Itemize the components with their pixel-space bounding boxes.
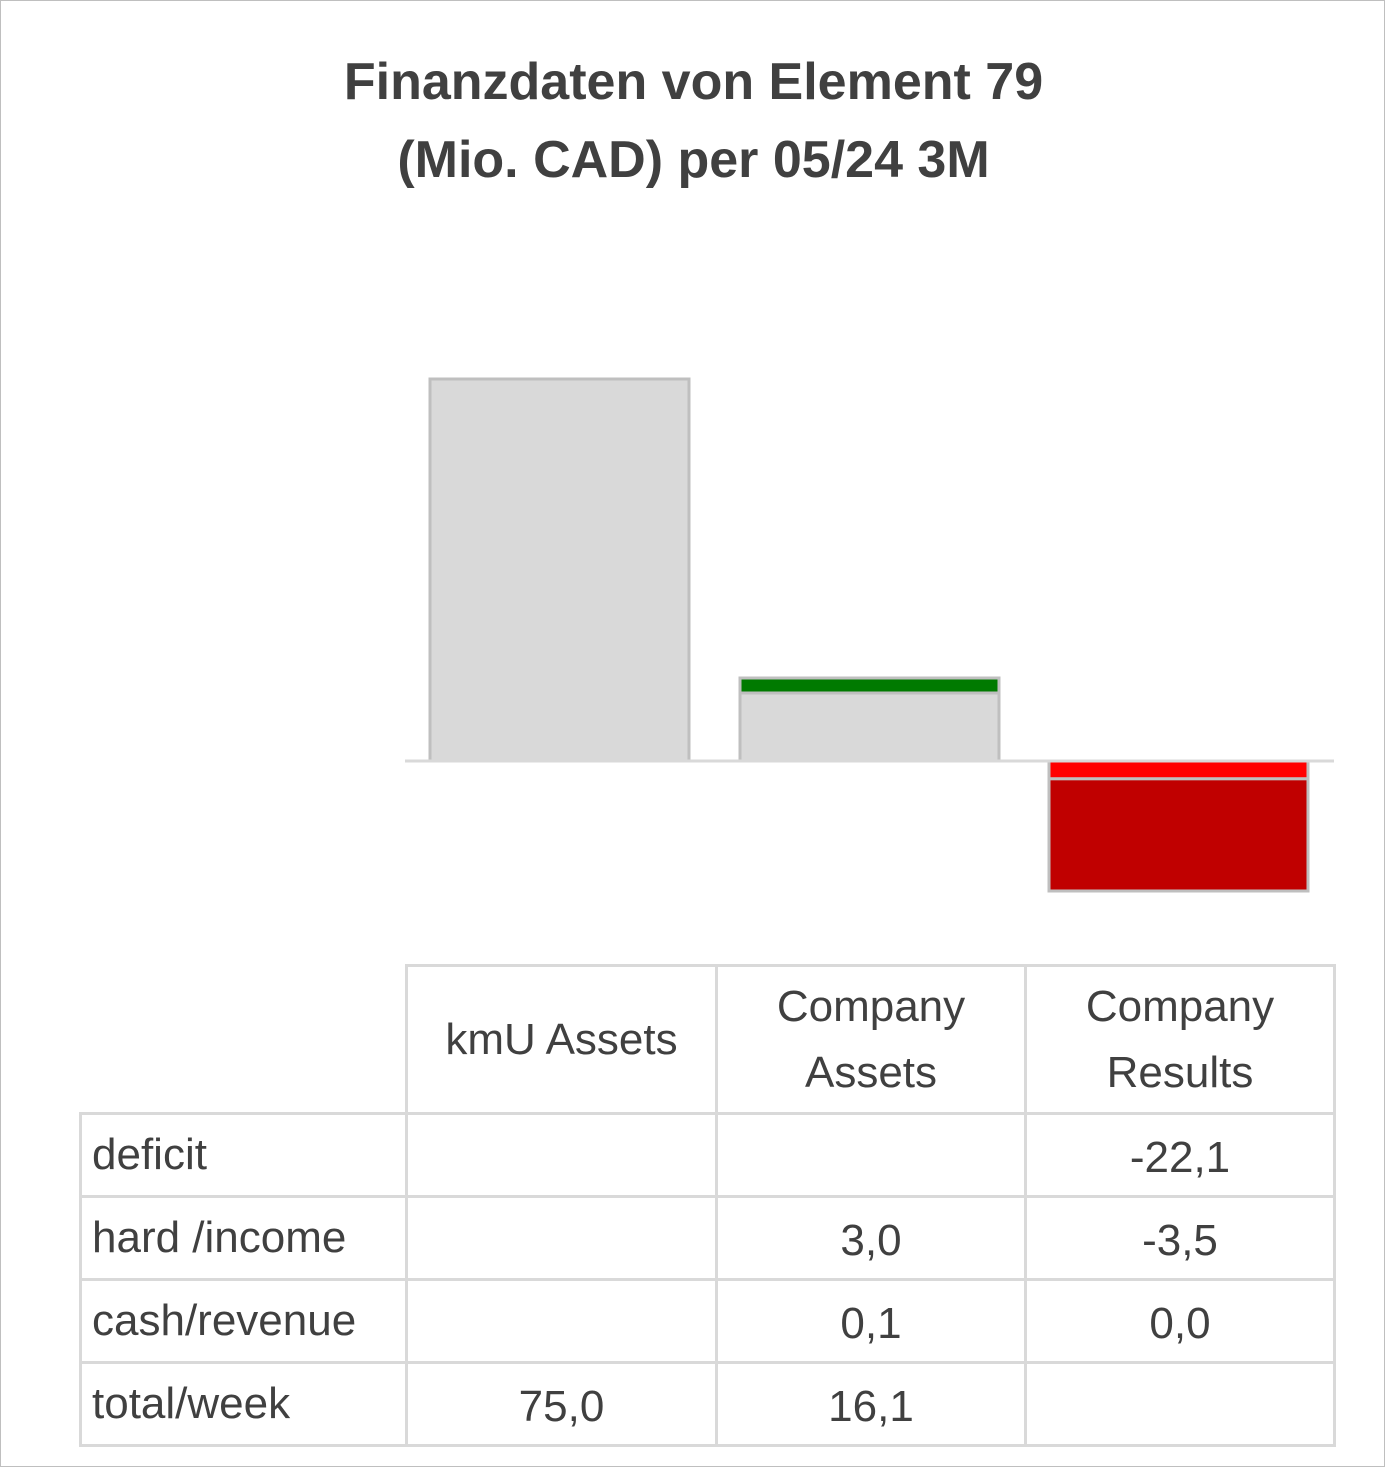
chart-subtitle: (Mio. CAD) per 05/24 3M — [397, 131, 990, 189]
data-label: -3,5 — [1142, 1216, 1218, 1265]
row-label: total/week — [79, 1361, 408, 1447]
chart-title: Finanzdaten von Element 79 (Mio. CAD) pe… — [1, 43, 1385, 199]
table-header-row: kmU Assets Company Assets Company Results — [81, 964, 1336, 1115]
data-label: 0,1 — [840, 1299, 902, 1348]
data-cell: 16,1 — [715, 1361, 1027, 1447]
column-header-company-results: Company Results — [1024, 964, 1336, 1115]
data-label: 75,0 — [518, 1382, 605, 1431]
table-row-deficit: deficit -22,1 — [79, 1112, 1336, 1198]
data-cell — [1024, 1361, 1336, 1447]
bar-company-results-deficit — [1047, 777, 1310, 893]
data-cell: -3,5 — [1024, 1195, 1336, 1281]
data-cell: 3,0 — [715, 1195, 1027, 1281]
column-header-line: kmU Assets — [445, 1014, 678, 1064]
data-cell: -22,1 — [1024, 1112, 1336, 1198]
row-label: deficit — [79, 1112, 408, 1198]
plot-area — [405, 377, 1334, 893]
data-cell: 0,0 — [1024, 1278, 1336, 1364]
column-header-line: Assets — [804, 1047, 938, 1097]
data-label: 0,0 — [1149, 1299, 1211, 1348]
data-cell: 75,0 — [405, 1361, 718, 1447]
row-label: hard /income — [79, 1195, 408, 1281]
row-label: cash/revenue — [79, 1278, 408, 1364]
data-cell: 0,1 — [715, 1278, 1027, 1364]
table-body: deficit -22,1 hard /income 3,0 -3,5 cash/reve… — [79, 1112, 1336, 1447]
data-cell — [405, 1278, 718, 1364]
data-label: 3,0 — [840, 1216, 902, 1265]
chart-title-line-1: Finanzdaten von Element 79 — [343, 53, 1044, 111]
bar-kmu-assets-total-week — [428, 377, 691, 763]
data-table: kmU Assets Company Assets Company Results de… — [79, 964, 1336, 1447]
data-cell — [405, 1112, 718, 1198]
data-cell — [715, 1112, 1027, 1198]
data-cell — [405, 1195, 718, 1281]
table-row-hard-income: hard /income 3,0 -3,5 — [79, 1195, 1336, 1281]
column-header-line: Company — [776, 981, 966, 1031]
column-header-company-assets: Company Assets — [715, 964, 1027, 1115]
data-label: 16,1 — [828, 1382, 914, 1431]
column-header-line: Company — [1085, 981, 1275, 1031]
bar-company-assets-hard-income — [738, 676, 1001, 695]
table-row-cash-revenue: cash/revenue 0,1 0,0 — [79, 1278, 1336, 1364]
column-header-line: Results — [1106, 1047, 1254, 1097]
column-header-kmu-assets: kmU Assets — [405, 964, 718, 1115]
table-row-total-week: total/week 75,0 16,1 — [79, 1361, 1336, 1447]
table-corner — [81, 966, 407, 1114]
bar-company-results-hard-income — [1047, 759, 1310, 781]
data-label: -22,1 — [1129, 1133, 1231, 1182]
